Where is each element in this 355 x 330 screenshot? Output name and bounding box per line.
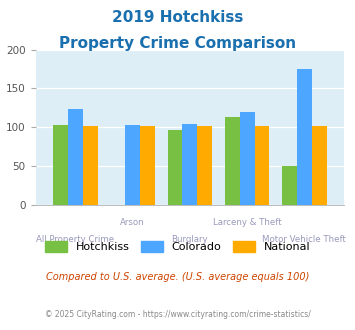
Bar — [140, 126, 155, 205]
Bar — [225, 117, 240, 205]
Bar — [197, 126, 212, 205]
Bar — [125, 125, 140, 205]
Bar — [312, 126, 327, 205]
Text: © 2025 CityRating.com - https://www.cityrating.com/crime-statistics/: © 2025 CityRating.com - https://www.city… — [45, 310, 310, 319]
Text: 2019 Hotchkiss: 2019 Hotchkiss — [112, 10, 243, 25]
Bar — [282, 166, 297, 205]
Text: Property Crime Comparison: Property Crime Comparison — [59, 36, 296, 51]
Text: Larceny & Theft: Larceny & Theft — [213, 218, 282, 227]
Text: Compared to U.S. average. (U.S. average equals 100): Compared to U.S. average. (U.S. average … — [46, 272, 309, 282]
Bar — [68, 109, 83, 205]
Bar — [255, 126, 269, 205]
Bar — [53, 125, 68, 205]
Bar — [83, 126, 98, 205]
Bar — [297, 69, 312, 205]
Text: All Property Crime: All Property Crime — [37, 235, 115, 244]
Text: Motor Vehicle Theft: Motor Vehicle Theft — [262, 235, 346, 244]
Text: Arson: Arson — [120, 218, 145, 227]
Legend: Hotchkiss, Colorado, National: Hotchkiss, Colorado, National — [40, 237, 315, 257]
Bar — [240, 112, 255, 205]
Text: Burglary: Burglary — [171, 235, 208, 244]
Bar — [182, 124, 197, 205]
Bar — [168, 130, 182, 205]
